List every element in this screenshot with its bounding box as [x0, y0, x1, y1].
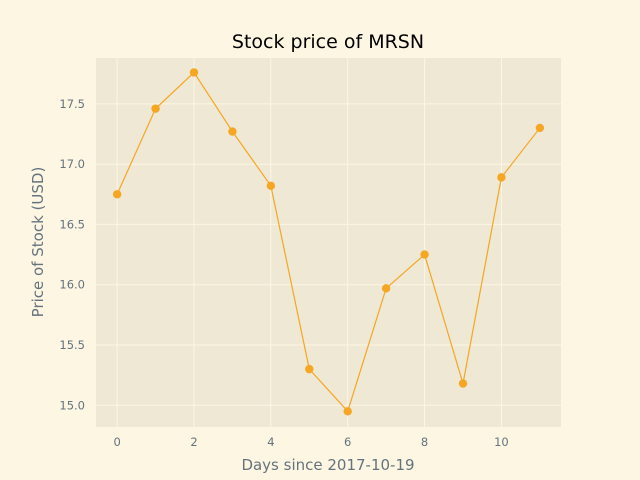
x-axis-label: Days since 2017-10-19 — [241, 456, 414, 474]
y-tick-label: 16.0 — [59, 278, 85, 292]
y-tick-label: 15.0 — [59, 398, 85, 412]
data-point — [151, 104, 159, 112]
x-tick-label: 4 — [267, 435, 274, 449]
x-axis-ticks: 0 2 4 6 8 10 — [113, 435, 508, 449]
x-tick-label: 10 — [494, 435, 509, 449]
chart-title: Stock price of MRSN — [232, 31, 424, 53]
x-tick-label: 8 — [421, 435, 428, 449]
y-tick-label: 16.5 — [59, 217, 85, 231]
data-point — [228, 127, 236, 135]
data-point — [497, 173, 505, 181]
y-tick-label: 15.5 — [59, 338, 85, 352]
data-point — [344, 407, 352, 415]
data-point — [459, 379, 467, 387]
y-tick-label: 17.0 — [59, 157, 85, 171]
data-point — [305, 365, 313, 373]
data-point — [420, 250, 428, 258]
y-tick-label: 17.5 — [59, 97, 85, 111]
data-point — [113, 190, 121, 198]
data-point — [536, 124, 544, 132]
y-axis-label: Price of Stock (USD) — [29, 167, 47, 318]
data-point — [267, 182, 275, 190]
data-point — [190, 68, 198, 76]
x-tick-label: 2 — [190, 435, 197, 449]
plot-background — [96, 58, 561, 427]
data-point — [382, 284, 390, 292]
y-axis-ticks: 15.0 15.5 16.0 16.5 17.0 17.5 — [59, 97, 85, 412]
x-tick-label: 0 — [113, 435, 120, 449]
x-tick-label: 6 — [344, 435, 351, 449]
